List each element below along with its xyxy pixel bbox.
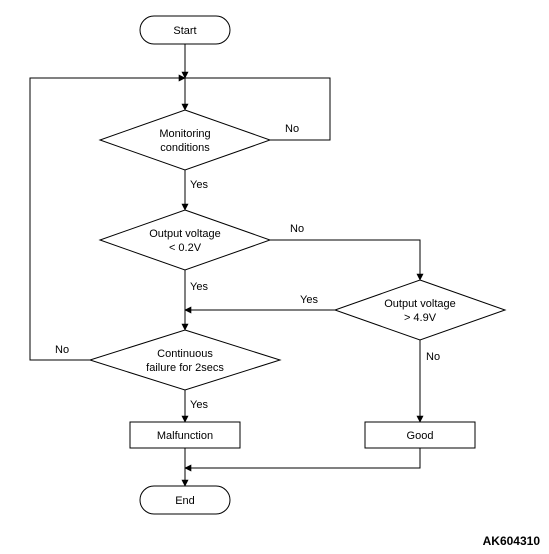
node-volt-low: Output voltage < 0.2V <box>100 210 270 270</box>
label-monitor-no: No <box>285 123 299 135</box>
edge-good-merge <box>185 448 420 468</box>
svg-text:Malfunction: Malfunction <box>157 430 213 442</box>
node-end: End <box>140 486 230 514</box>
label-volthigh-no: No <box>426 351 440 363</box>
svg-text:Continuous: Continuous <box>157 348 213 360</box>
svg-text:conditions: conditions <box>160 142 210 154</box>
node-malfunction: Malfunction <box>130 422 240 448</box>
svg-text:Output voltage: Output voltage <box>149 228 221 240</box>
node-volt-high: Output voltage > 4.9V <box>335 280 505 340</box>
edge-voltlow-no <box>270 240 420 280</box>
svg-text:Good: Good <box>407 430 434 442</box>
label-voltlow-yes: Yes <box>190 281 208 293</box>
node-monitor: Monitoring conditions <box>100 110 270 170</box>
svg-text:> 4.9V: > 4.9V <box>404 312 437 324</box>
node-good: Good <box>365 422 475 448</box>
svg-text:Output voltage: Output voltage <box>384 298 456 310</box>
label-continuous-yes: Yes <box>190 399 208 411</box>
label-voltlow-no: No <box>290 223 304 235</box>
node-start: Start <box>140 16 230 44</box>
node-continuous: Continuous failure for 2secs <box>90 330 280 390</box>
svg-text:End: End <box>175 495 195 507</box>
svg-text:< 0.2V: < 0.2V <box>169 242 202 254</box>
svg-text:Monitoring: Monitoring <box>159 128 210 140</box>
reference-code: AK604310 <box>483 534 541 548</box>
label-volthigh-yes: Yes <box>300 294 318 306</box>
svg-text:failure for 2secs: failure for 2secs <box>146 362 224 374</box>
svg-text:Start: Start <box>173 25 196 37</box>
label-monitor-yes: Yes <box>190 179 208 191</box>
label-continuous-no: No <box>55 344 69 356</box>
